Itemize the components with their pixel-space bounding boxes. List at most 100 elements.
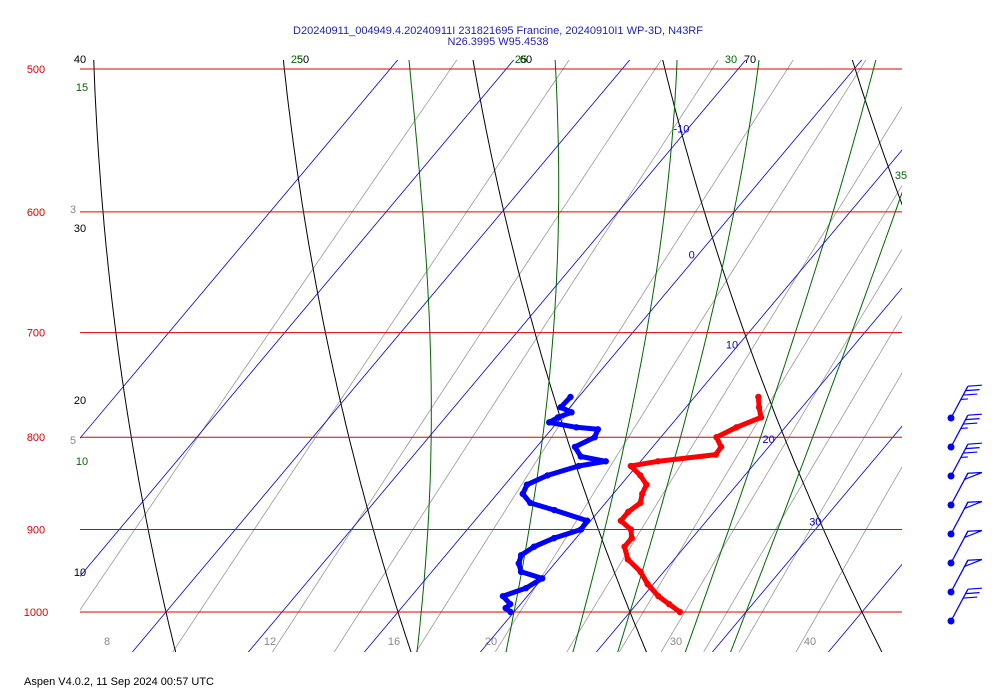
pressure-tick-label: 600 <box>27 207 45 219</box>
temperature-profile-point <box>643 481 650 488</box>
dry-adiabat-label: 40 <box>74 54 86 66</box>
wind-barb-flag <box>967 587 982 590</box>
wind-barb-staff <box>950 588 969 622</box>
wind-barb <box>947 442 982 480</box>
dewpoint-profile-point <box>545 419 553 426</box>
dewpoint-profile-point <box>502 604 509 612</box>
temperature-profile-point <box>654 458 662 465</box>
wind-barb-flag <box>965 592 980 595</box>
moist-adiabat-label: 25 <box>515 54 527 66</box>
isotherm-line <box>131 60 631 652</box>
dewpoint-profile-point <box>527 499 534 507</box>
temperature-profile-point <box>757 414 765 421</box>
dry-adiabat-line <box>472 60 647 652</box>
chart-title-line1: D20240911_004949.4.20240911I 231821695 F… <box>293 25 703 37</box>
isotherm-line <box>595 287 902 652</box>
dewpoint-profile-point <box>539 575 546 582</box>
wind-barb-flag <box>965 389 980 392</box>
dewpoint-profile-point <box>554 414 562 421</box>
isotherm-line <box>711 425 902 652</box>
wind-barb-pennant <box>963 500 983 510</box>
temperature-profile-point <box>712 451 719 458</box>
dry-adiabat-label: 10 <box>74 567 86 579</box>
mixing-ratio-label: 16 <box>388 636 400 648</box>
dewpoint-profile-point <box>507 608 514 616</box>
pressure-tick-label: 1000 <box>24 607 48 619</box>
wind-barb-staff <box>950 414 969 448</box>
pressure-tick-label: 700 <box>27 328 45 340</box>
wind-barb-flag <box>963 393 978 396</box>
wind-barb-half-flag <box>960 427 968 430</box>
mixing-ratio-line <box>618 184 902 652</box>
temperature-profile-point <box>676 608 684 616</box>
moist-adiabat-label: 30 <box>725 54 737 66</box>
mixing-ratio-line <box>80 60 458 611</box>
wind-barb-flag <box>963 451 978 454</box>
mixing-ratio-label: 5 <box>70 435 76 447</box>
dry-adiabat-label: 50 <box>297 54 309 66</box>
wind-barb <box>947 384 982 422</box>
pressure-tick-label: 800 <box>27 432 45 444</box>
dewpoint-profile-point <box>499 592 507 600</box>
chart-title-line2: N26.3995 W95.4538 <box>448 36 549 48</box>
dry-adiabat-line <box>93 60 177 652</box>
wind-barb-pennant <box>963 471 983 481</box>
dewpoint-profile-point <box>571 443 579 451</box>
temperature-profile-point <box>627 462 635 470</box>
temperature-profile-point <box>621 543 628 550</box>
mixing-ratio-line <box>494 60 867 652</box>
mixing-ratio-line <box>415 60 794 652</box>
mixing-ratio-label: 20 <box>485 636 497 648</box>
moist-adiabat-label: 15 <box>76 82 88 94</box>
dewpoint-profile-point <box>523 481 531 488</box>
dewpoint-profile-point <box>506 600 514 608</box>
wind-barb-flag <box>963 596 978 599</box>
wind-barb-flag <box>965 418 980 421</box>
temperature-profile-point <box>733 424 740 431</box>
mixing-ratio-line <box>795 466 902 652</box>
dewpoint-profile-point <box>577 526 585 533</box>
temperature-profile-point <box>624 556 632 563</box>
wind-barb-flag <box>967 413 982 416</box>
dry-adiabat-line <box>851 60 902 206</box>
temperature-profile-point <box>617 517 625 524</box>
dewpoint-profile-point <box>557 404 564 411</box>
dewpoint-profile-point <box>515 560 522 567</box>
dry-adiabat-line <box>662 60 883 652</box>
isotherm-label: 30 <box>809 516 821 528</box>
wind-barb-pennant <box>963 529 983 539</box>
temperature-profile-point <box>628 534 635 542</box>
temperature-profile-point <box>637 499 644 507</box>
dewpoint-profile-point <box>602 458 609 465</box>
dewpoint-profile-point <box>567 393 574 401</box>
wind-barb <box>947 471 983 509</box>
temperature-profile-point <box>755 404 763 411</box>
dry-adiabat-label: 30 <box>74 223 86 235</box>
dewpoint-profile-point <box>551 506 558 514</box>
mixing-ratio-line <box>333 60 719 652</box>
mixing-ratio-line <box>271 60 662 652</box>
mixing-ratio-line <box>703 315 902 652</box>
isotherm-label: 20 <box>763 434 775 446</box>
wind-barb-half-flag <box>960 398 968 401</box>
moist-adiabat-line <box>730 191 902 652</box>
grid-labels: 500 600 700 800 900 1000 -10 0 10 20 30 8 12 16 20 30 40… <box>24 54 907 648</box>
mixing-ratio-line <box>738 372 902 652</box>
dewpoint-profile-point <box>530 543 538 550</box>
mixing-ratio-label: 40 <box>804 636 816 648</box>
temperature-profile-point <box>637 472 644 479</box>
mixing-ratio-line <box>660 248 902 652</box>
dry-adiabat-line <box>282 60 412 652</box>
wind-barb-flag <box>967 384 982 387</box>
mixing-ratio-line <box>566 106 902 652</box>
dry-adiabat-label: 70 <box>744 54 756 66</box>
dewpoint-profile <box>500 394 609 615</box>
moist-adiabat-label: 25 <box>291 54 303 66</box>
temperature-profile-point <box>665 600 673 608</box>
pressure-tick-label: 500 <box>27 64 45 76</box>
temperature-profile-point <box>625 508 632 516</box>
dewpoint-profile-point <box>568 409 575 416</box>
dewpoint-profile-point <box>577 453 584 460</box>
dry-adiabat-line <box>972 0 1000 700</box>
moist-adiabat-label: 35 <box>895 170 907 182</box>
